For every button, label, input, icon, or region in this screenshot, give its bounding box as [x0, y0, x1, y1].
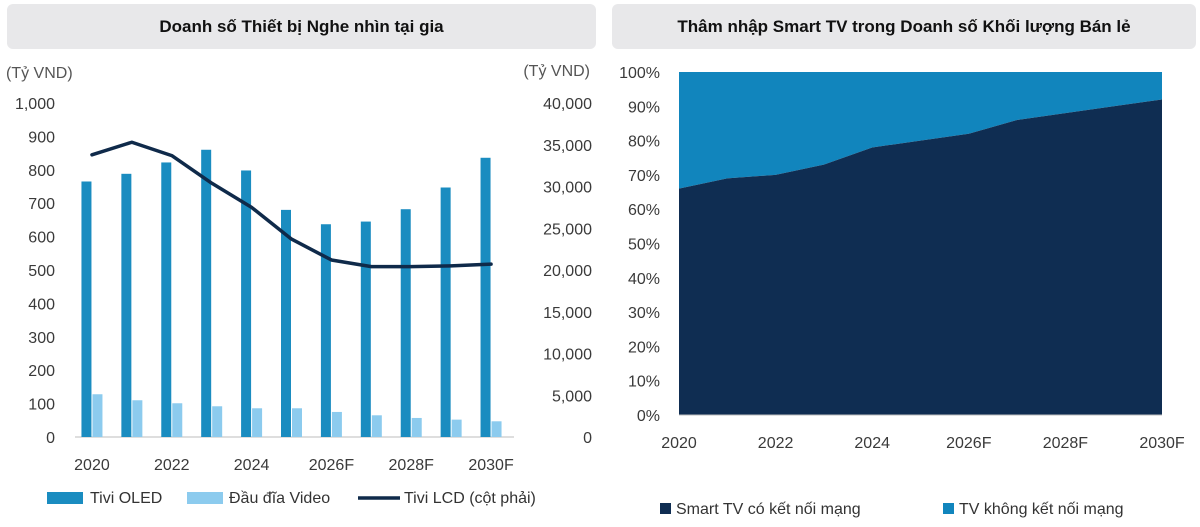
right-axis-unit: (Tỷ VND): [523, 63, 590, 80]
right-y-tick-label: 20,000: [543, 263, 592, 280]
video-player-bar: [172, 403, 183, 437]
oled-bar: [281, 209, 291, 437]
right-y-tick-label: 30,000: [543, 180, 592, 197]
right-x-tick-label: 2028F: [1043, 435, 1089, 452]
left-x-tick-label: 2022: [154, 457, 190, 474]
left-y-tick-label: 500: [28, 263, 55, 280]
oled-bar: [400, 209, 411, 437]
right-chart-y-tick-label: 100%: [619, 65, 660, 82]
right-chart-y-tick-label: 10%: [628, 374, 660, 391]
oled-bar: [320, 224, 331, 437]
video-player-bar: [411, 417, 422, 437]
video-player-bar: [92, 394, 103, 437]
left-x-tick-label: 2026F: [309, 457, 355, 474]
legend-swatch-smart-tv: [660, 503, 671, 514]
video-player-bar: [451, 419, 462, 437]
right-chart-title: Thâm nhập Smart TV trong Doanh số Khối l…: [612, 4, 1196, 49]
left-y-tick-label: 300: [28, 330, 55, 347]
oled-bar: [81, 181, 92, 437]
right-chart-y-tick-label: 0%: [637, 408, 660, 425]
left-x-tick-label: 2020: [74, 457, 110, 474]
video-player-bar: [132, 400, 143, 437]
left-x-tick-label: 2028F: [389, 457, 435, 474]
right-y-tick-label: 5,000: [552, 388, 592, 405]
right-chart-y-tick-label: 60%: [628, 202, 660, 219]
lcd-tv-line: [90, 140, 493, 269]
video-player-bar: [371, 415, 382, 437]
legend-label-lcd: Tivi LCD (cột phải): [404, 490, 536, 507]
legend-swatch-non-connected: [943, 503, 954, 514]
right-x-tick-label: 2030F: [1139, 435, 1185, 452]
right-y-tick-label: 25,000: [543, 221, 592, 238]
legend-label-non-connected: TV không kết nối mạng: [959, 501, 1124, 518]
right-y-tick-label: 35,000: [543, 138, 592, 155]
right-x-tick-label: 2020: [661, 435, 697, 452]
left-y-tick-label: 400: [28, 296, 55, 313]
right-y-tick-label: 15,000: [543, 305, 592, 322]
oled-bar: [360, 221, 371, 437]
left-y-tick-label: 100: [28, 397, 55, 414]
area-smart-tv: [679, 99, 1162, 415]
video-player-bar: [491, 421, 502, 437]
right-x-tick-label: 2024: [854, 435, 890, 452]
oled-bar: [201, 149, 212, 437]
right-chart-y-tick-label: 30%: [628, 305, 660, 322]
right-y-tick-label: 40,000: [543, 96, 592, 113]
oled-bar: [161, 162, 172, 437]
left-y-tick-label: 0: [46, 430, 55, 447]
right-chart-y-tick-label: 50%: [628, 237, 660, 254]
video-player-bar: [212, 406, 223, 437]
right-y-tick-label: 10,000: [543, 347, 592, 364]
left-x-tick-label: 2024: [234, 457, 270, 474]
video-player-bar: [252, 408, 263, 437]
left-y-tick-label: 1,000: [15, 96, 55, 113]
right-x-tick-label: 2022: [758, 435, 794, 452]
area-non-connected-tv: [679, 72, 1162, 189]
left-y-tick-label: 200: [28, 363, 55, 380]
oled-bar: [440, 187, 451, 437]
legend-label-oled: Tivi OLED: [90, 490, 162, 507]
right-x-tick-label: 2026F: [946, 435, 992, 452]
home-av-sales-chart: (Tỷ VND) (Tỷ VND) 1,000 900 800 700 600 500 400 3…: [6, 63, 592, 507]
video-player-bar: [331, 411, 342, 437]
right-chart-y-tick-label: 90%: [628, 99, 660, 116]
right-y-tick-label: 0: [583, 430, 592, 447]
legend-swatch-oled: [47, 492, 83, 504]
oled-bar: [480, 157, 491, 437]
right-chart-y-tick-label: 20%: [628, 339, 660, 356]
right-chart-y-tick-label: 40%: [628, 271, 660, 288]
legend-label-video: Đầu đĩa Video: [229, 490, 330, 507]
right-chart-y-tick-label: 70%: [628, 168, 660, 185]
legend-label-smart-tv: Smart TV có kết nối mạng: [676, 501, 861, 518]
left-y-tick-label: 600: [28, 230, 55, 247]
left-y-tick-label: 700: [28, 196, 55, 213]
left-y-tick-label: 800: [28, 163, 55, 180]
right-chart-y-tick-label: 80%: [628, 134, 660, 151]
left-x-tick-label: 2030F: [468, 457, 514, 474]
oled-bar: [121, 173, 132, 438]
left-axis-unit: (Tỷ VND): [6, 65, 73, 82]
left-y-tick-label: 900: [28, 129, 55, 146]
left-chart-title: Doanh số Thiết bị Nghe nhìn tại gia: [7, 4, 596, 49]
video-player-bar: [292, 408, 302, 437]
oled-bar: [241, 170, 252, 437]
legend-swatch-video: [187, 492, 223, 504]
